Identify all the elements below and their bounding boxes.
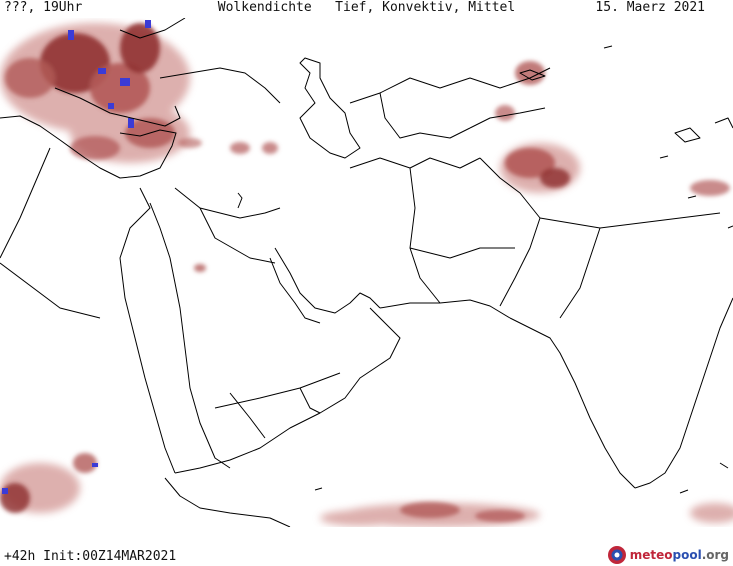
map-title: Wolkendichte Tief, Konvektiv, Mittel bbox=[217, 0, 516, 15]
meteopool-logo[interactable]: meteopool.org bbox=[607, 544, 729, 566]
weather-map bbox=[0, 18, 733, 527]
logo-text-org: .org bbox=[701, 548, 729, 562]
meteopool-logo-icon bbox=[607, 546, 626, 564]
valid-date-label: 15. Maerz 2021 bbox=[595, 0, 705, 15]
meteopool-logo-text: meteopool.org bbox=[630, 548, 729, 562]
logo-text-meteo: meteo bbox=[629, 548, 673, 562]
logo-text-pool: pool bbox=[672, 548, 702, 562]
coastlines-and-borders bbox=[0, 18, 733, 527]
valid-time-label: ???, 19Uhr bbox=[4, 0, 83, 15]
cloud-density-layer bbox=[0, 20, 733, 527]
forecast-init-label: +42h Init:00Z14MAR2021 bbox=[4, 549, 177, 564]
